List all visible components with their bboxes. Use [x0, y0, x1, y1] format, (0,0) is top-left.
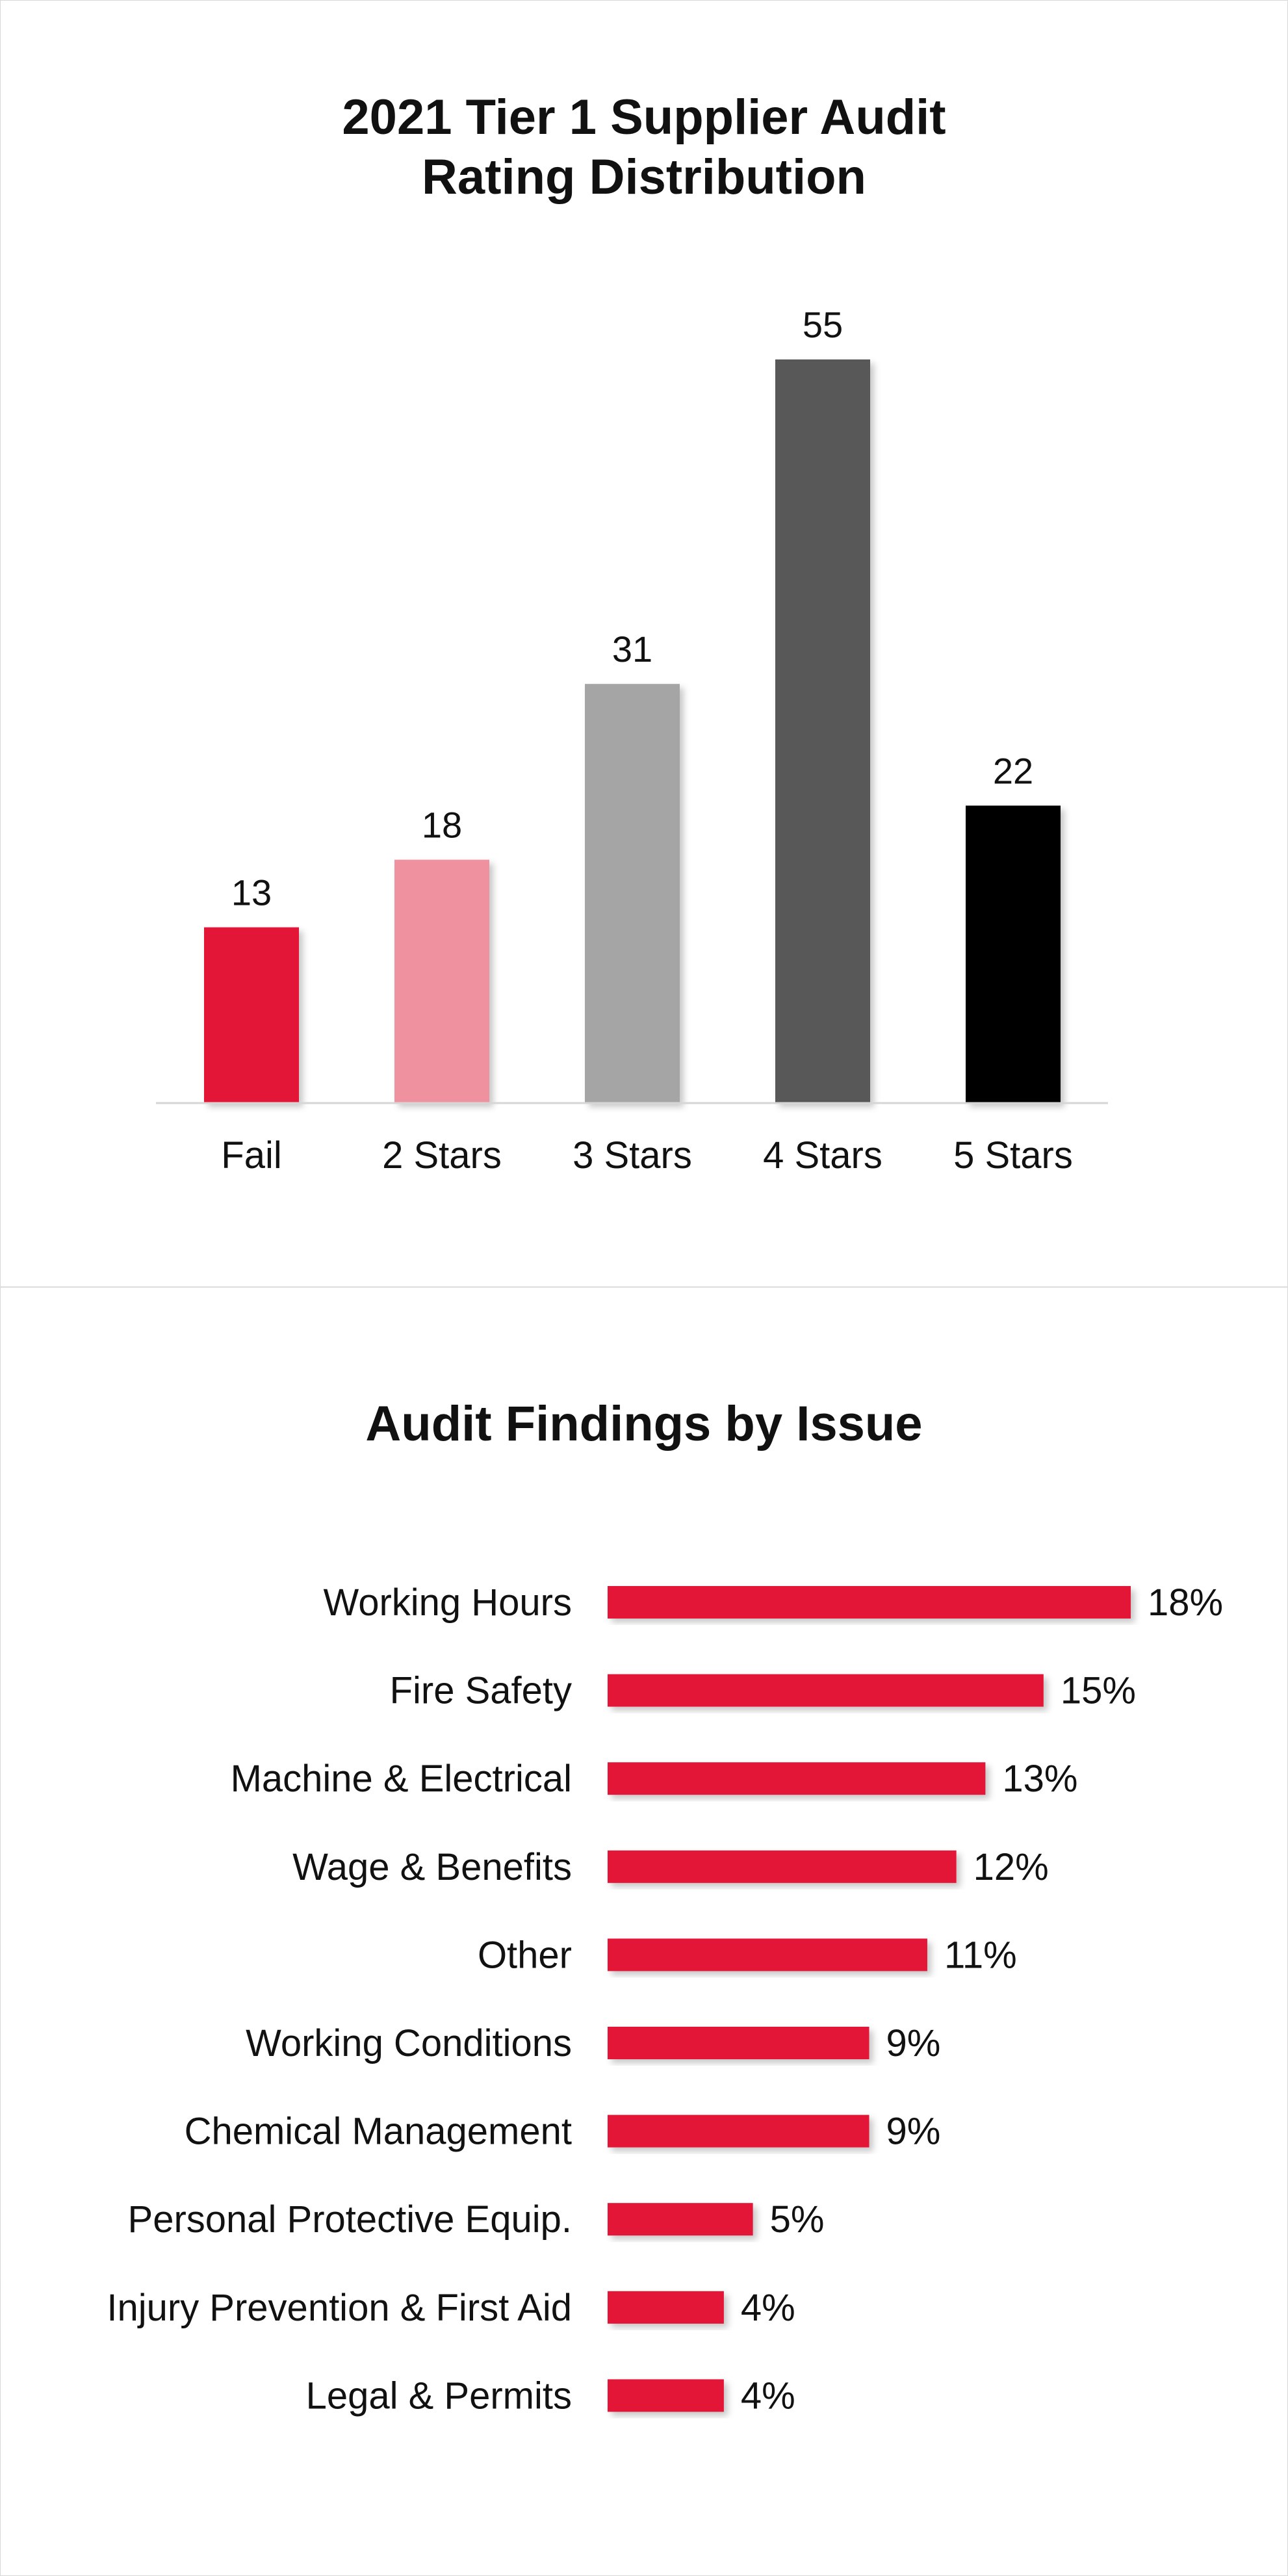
rating-chart-title-line-2: Rating Distribution	[422, 150, 866, 205]
percent-label-wage-benefits: 12%	[973, 1846, 1049, 1888]
bar-5-stars	[966, 805, 1061, 1103]
issue-label-working-hours: Working Hours	[324, 1581, 573, 1624]
hbar-injury-prevention-first-aid	[608, 2291, 724, 2324]
percent-label-chemical-management: 9%	[886, 2111, 941, 2153]
rating-chart-title-line-1: 2021 Tier 1 Supplier Audit	[342, 90, 946, 145]
hbar-working-conditions	[608, 2027, 869, 2059]
rating-bar-chart: 13 Fail 18 2 Stars 31 3 Stars 55 4 Stars 22 5 Sta…	[156, 304, 1108, 1177]
issue-label-fire-safety: Fire Safety	[390, 1670, 572, 1712]
hbar-chemical-management	[608, 2114, 869, 2148]
value-label-fail: 13	[231, 872, 272, 913]
findings-chart-title: Audit Findings by Issue	[365, 1396, 923, 1451]
issue-label-legal-permits: Legal & Permits	[306, 2374, 572, 2417]
percent-label-legal-permits: 4%	[741, 2374, 795, 2417]
bar-2-stars	[394, 859, 489, 1103]
issue-label-other: Other	[478, 1934, 572, 1976]
percent-label-other: 11%	[944, 1934, 1017, 1976]
issue-label-working-conditions: Working Conditions	[246, 2022, 572, 2064]
issue-label-wage-benefits: Wage & Benefits	[292, 1846, 572, 1888]
value-label-3-stars: 31	[612, 629, 652, 670]
category-label-fail: Fail	[221, 1134, 281, 1177]
issue-label-personal-protective-equip: Personal Protective Equip.	[128, 2198, 572, 2241]
issue-label-machine-electrical: Machine & Electrical	[231, 1758, 572, 1800]
category-label-5-stars: 5 Stars	[953, 1134, 1073, 1177]
value-label-2-stars: 18	[422, 805, 462, 846]
percent-label-injury-prevention-first-aid: 4%	[741, 2287, 795, 2329]
value-label-4-stars: 55	[803, 304, 843, 345]
category-label-3-stars: 3 Stars	[573, 1134, 692, 1177]
hbar-working-hours	[608, 1586, 1131, 1619]
hbar-other	[608, 1938, 927, 1971]
bar-fail	[204, 927, 299, 1103]
hbar-personal-protective-equip	[608, 2203, 753, 2236]
bar-4-stars	[775, 359, 870, 1103]
rating-distribution-panel: 2021 Tier 1 Supplier Audit Rating Distri…	[0, 0, 1288, 1286]
issue-label-injury-prevention-first-aid: Injury Prevention & First Aid	[107, 2287, 572, 2329]
rating-chart-title: 2021 Tier 1 Supplier Audit Rating Distri…	[0, 88, 1288, 207]
hbar-fire-safety	[608, 1674, 1044, 1707]
category-label-2-stars: 2 Stars	[382, 1134, 502, 1177]
percent-label-machine-electrical: 13%	[1002, 1758, 1077, 1800]
hbar-machine-electrical	[608, 1762, 986, 1795]
bar-3-stars	[585, 684, 680, 1103]
percent-label-personal-protective-equip: 5%	[770, 2198, 825, 2241]
hbar-legal-permits	[608, 2379, 724, 2412]
percent-label-working-hours: 18%	[1148, 1581, 1223, 1624]
percent-label-working-conditions: 9%	[886, 2022, 941, 2064]
value-label-5-stars: 22	[993, 750, 1033, 791]
section-divider	[0, 1286, 1288, 1288]
percent-label-fire-safety: 15%	[1061, 1670, 1136, 1712]
issue-label-chemical-management: Chemical Management	[185, 2111, 572, 2153]
category-label-4-stars: 4 Stars	[763, 1134, 882, 1177]
hbar-wage-benefits	[608, 1850, 957, 1883]
